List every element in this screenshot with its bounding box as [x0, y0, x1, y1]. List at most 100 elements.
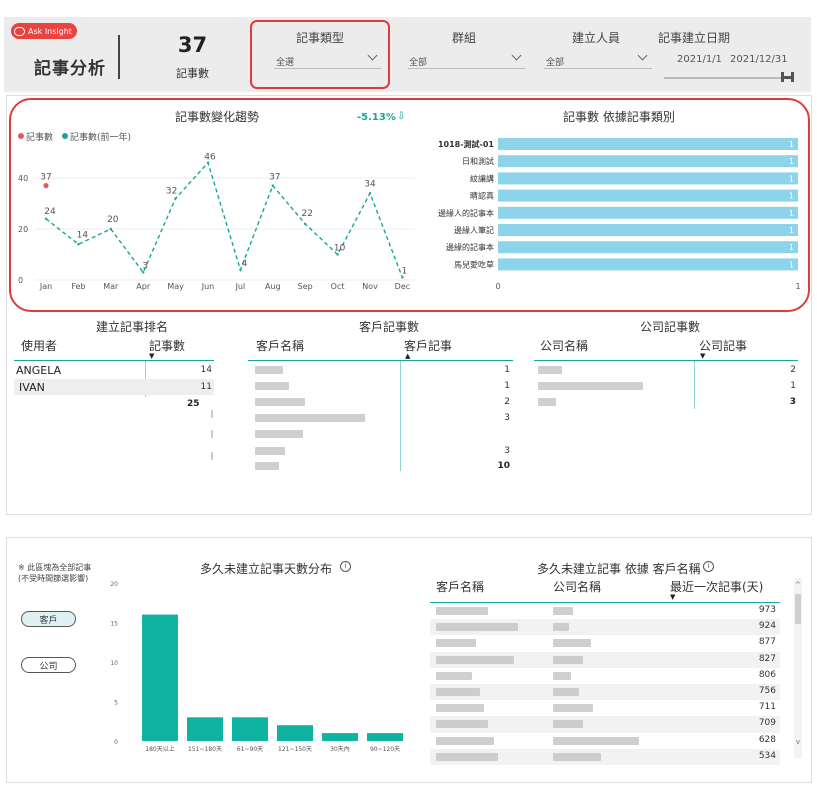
- y-tick-label: 10: [110, 660, 118, 667]
- category-label: 睛認真: [470, 191, 494, 201]
- chevron-down-icon[interactable]: v: [795, 738, 801, 746]
- y-tick-label: 0: [114, 739, 118, 746]
- table-row-shade: [430, 716, 780, 733]
- company-row-value: 1: [790, 381, 796, 391]
- data-label: 10: [334, 244, 346, 254]
- scrollbar-track[interactable]: [794, 578, 802, 758]
- company-row-value: 2: [790, 365, 796, 375]
- data-label: 37: [269, 173, 280, 183]
- filter-creator-value[interactable]: 全部: [546, 58, 565, 68]
- x-tick-label: Feb: [71, 282, 85, 291]
- scroll-marker: [211, 452, 213, 460]
- y-tick-label: 20: [110, 581, 118, 588]
- legend-prev-label: 記事數(前一年): [70, 133, 132, 143]
- header-divider: [118, 35, 120, 79]
- chevron-up-icon[interactable]: ^: [795, 581, 801, 589]
- ranking-col-count[interactable]: 記事數: [149, 339, 186, 353]
- customer-total: 10: [497, 461, 510, 471]
- company-name-redacted: [553, 688, 579, 696]
- bar: [498, 258, 798, 271]
- data-label: 1: [789, 260, 794, 269]
- info-icon[interactable]: i: [340, 561, 351, 572]
- customer-row-value: 1: [504, 365, 510, 375]
- bottom-panel: [6, 537, 812, 783]
- company-col-divider: [694, 361, 695, 409]
- bar: [322, 733, 358, 741]
- company-col-name[interactable]: 公司名稱: [540, 339, 589, 353]
- days-value: 806: [758, 669, 776, 680]
- customer-name-redacted: [436, 752, 498, 761]
- data-label: 1: [402, 266, 408, 276]
- table-row-shade: [430, 748, 780, 765]
- company-name-redacted: [538, 382, 643, 390]
- y-tick-label: 40: [18, 174, 28, 183]
- ranking-row-value: 11: [200, 382, 212, 392]
- customer-row-value: 3: [504, 446, 510, 456]
- days-col-recent[interactable]: 最近一次記事(天): [670, 580, 764, 594]
- filter-creator-underline: [544, 68, 652, 69]
- customer-toggle-button[interactable]: 客戶: [21, 611, 76, 627]
- histogram-chart: 20 15 10 5 0 180天以上 151~180天 61~90天 121~150天 30天內…: [110, 581, 403, 753]
- category-label: 邊緣人筆記: [454, 225, 494, 235]
- ranking-header-line: [14, 360, 214, 361]
- company-total: 3: [789, 397, 796, 407]
- x-tick-label: Apr: [136, 282, 151, 291]
- days-col-company[interactable]: 公司名稱: [553, 580, 602, 594]
- days-table-title: 多久未建立記事 依據 客戶名稱: [537, 562, 701, 576]
- x-tick-label: 61~90天: [237, 746, 263, 753]
- customer-name-redacted: [255, 462, 279, 470]
- days-col-customer[interactable]: 客戶名稱: [436, 580, 485, 594]
- filter-group-label: 群組: [452, 31, 477, 45]
- company-name-redacted: [553, 704, 593, 713]
- date-start[interactable]: 2021/1/1: [677, 54, 722, 65]
- data-label: 1: [789, 157, 794, 166]
- table-row-shade: [430, 684, 780, 701]
- category-label: 1018-測試-01: [438, 139, 494, 149]
- company-name-redacted: [538, 398, 556, 406]
- data-point-prev-year: [109, 227, 113, 231]
- scroll-marker: [211, 410, 213, 418]
- date-slider-track[interactable]: [664, 77, 794, 79]
- x-tick-label: Nov: [362, 282, 378, 291]
- company-col-count[interactable]: 公司記事: [699, 339, 748, 353]
- ask-insight-button[interactable]: Ask Insight: [11, 23, 77, 39]
- company-name-redacted: [553, 720, 583, 729]
- data-label: 32: [166, 186, 177, 196]
- info-icon[interactable]: i: [703, 561, 714, 572]
- data-point-current: [43, 183, 49, 189]
- customer-name-redacted: [255, 366, 283, 374]
- ranking-col-user[interactable]: 使用者: [21, 339, 58, 353]
- sort-desc-icon: ▼: [149, 352, 155, 360]
- scrollbar-thumb[interactable]: [795, 594, 801, 624]
- company-toggle-button[interactable]: 公司: [21, 657, 76, 673]
- ranking-row-name[interactable]: ANGELA: [16, 364, 62, 377]
- customer-col-name[interactable]: 客戶名稱: [256, 339, 305, 353]
- ranking-row-name[interactable]: IVAN: [19, 381, 45, 394]
- customer-header-line: [248, 360, 513, 361]
- customer-name-redacted: [255, 382, 289, 390]
- bar: [498, 172, 798, 185]
- filter-note-type-underline: [274, 68, 382, 69]
- data-label: 1: [789, 174, 794, 183]
- bar: [498, 241, 798, 254]
- customer-name-redacted: [436, 704, 484, 713]
- histogram-title: 多久未建立記事天數分布: [200, 562, 333, 576]
- date-end[interactable]: 2021/12/31: [730, 54, 788, 65]
- customer-name-redacted: [436, 736, 494, 745]
- category-label: 紋讓講: [470, 173, 494, 183]
- filter-creator-label: 建立人員: [572, 31, 621, 45]
- kpi-value: 37: [177, 33, 208, 57]
- customer-col-count[interactable]: 客戶記事: [404, 339, 453, 353]
- x-tick-label: Mar: [103, 282, 119, 291]
- page-title: 記事分析: [34, 59, 106, 79]
- legend-prev-dot: [62, 133, 68, 139]
- customer-name-redacted: [255, 414, 365, 422]
- filter-note-type[interactable]: [250, 20, 390, 89]
- data-point-prev-year: [336, 253, 339, 256]
- bar: [498, 206, 798, 219]
- bar: [232, 717, 268, 741]
- bar: [142, 614, 178, 741]
- type-bar-chart-title: 記事數 依據記事類別: [563, 110, 675, 124]
- filter-group-value[interactable]: 全部: [409, 58, 428, 68]
- customer-table-title: 客戶記事數: [359, 320, 420, 334]
